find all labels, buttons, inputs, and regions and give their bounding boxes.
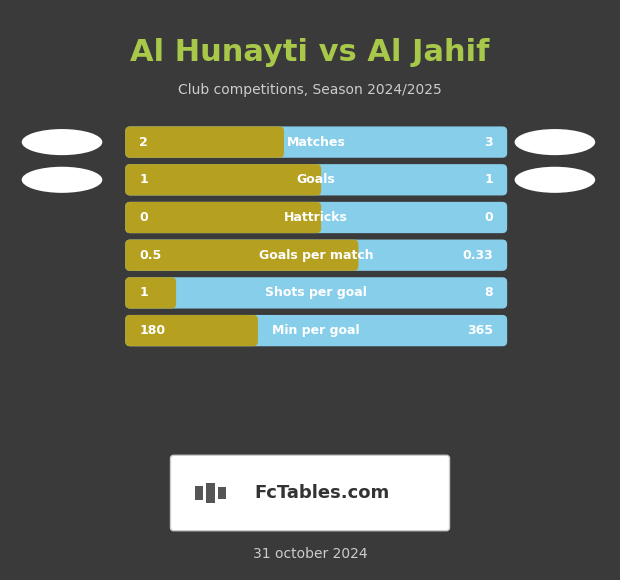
Bar <box>218 487 226 499</box>
Bar <box>241 320 253 342</box>
Text: 0: 0 <box>140 211 148 224</box>
FancyBboxPatch shape <box>125 277 176 309</box>
Bar <box>267 131 279 153</box>
Ellipse shape <box>515 129 595 155</box>
FancyBboxPatch shape <box>125 240 507 271</box>
Text: 31 october 2024: 31 october 2024 <box>253 547 367 561</box>
Text: Shots per goal: Shots per goal <box>265 287 367 299</box>
Bar <box>304 206 316 229</box>
FancyBboxPatch shape <box>125 126 507 158</box>
Ellipse shape <box>22 167 102 193</box>
FancyBboxPatch shape <box>125 202 507 233</box>
Text: Goals per match: Goals per match <box>259 249 373 262</box>
Text: 1: 1 <box>140 173 148 186</box>
Text: 0.33: 0.33 <box>462 249 493 262</box>
FancyBboxPatch shape <box>125 315 507 346</box>
Text: Hattricks: Hattricks <box>284 211 348 224</box>
FancyBboxPatch shape <box>125 164 507 195</box>
FancyBboxPatch shape <box>170 455 450 531</box>
FancyBboxPatch shape <box>125 315 258 346</box>
Text: 0: 0 <box>484 211 493 224</box>
Bar <box>206 483 215 503</box>
Text: 8: 8 <box>484 287 493 299</box>
Text: 180: 180 <box>140 324 166 337</box>
Bar <box>195 486 203 500</box>
Text: 2: 2 <box>140 136 148 148</box>
Text: Club competitions, Season 2024/2025: Club competitions, Season 2024/2025 <box>178 83 442 97</box>
FancyBboxPatch shape <box>125 126 284 158</box>
Bar <box>341 244 353 266</box>
Text: 365: 365 <box>467 324 493 337</box>
Ellipse shape <box>515 167 595 193</box>
Text: 3: 3 <box>484 136 493 148</box>
Text: 0.5: 0.5 <box>140 249 162 262</box>
Ellipse shape <box>22 129 102 155</box>
Text: 1: 1 <box>484 173 493 186</box>
Text: Al Hunayti vs Al Jahif: Al Hunayti vs Al Jahif <box>130 38 490 67</box>
FancyBboxPatch shape <box>125 202 321 233</box>
Text: FcTables.com: FcTables.com <box>255 484 390 502</box>
Text: Matches: Matches <box>287 136 345 148</box>
Text: Goals: Goals <box>297 173 335 186</box>
Text: Min per goal: Min per goal <box>272 324 360 337</box>
FancyBboxPatch shape <box>125 277 507 309</box>
Bar <box>159 282 171 304</box>
Bar <box>304 169 316 191</box>
FancyBboxPatch shape <box>125 164 321 195</box>
FancyBboxPatch shape <box>125 240 358 271</box>
Text: 1: 1 <box>140 287 148 299</box>
